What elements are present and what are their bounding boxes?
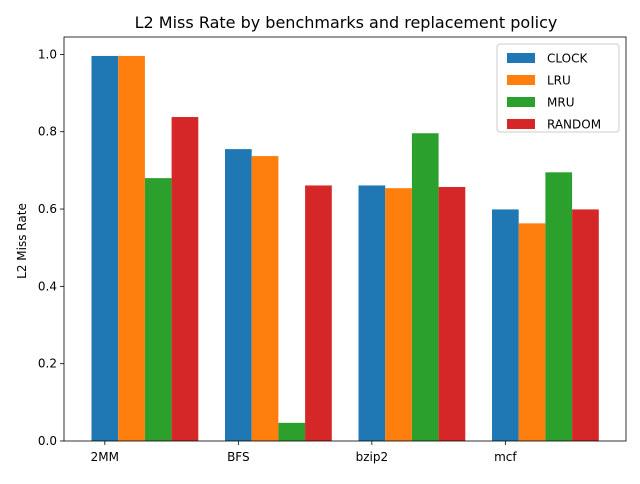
y-tick-label: 0.8 <box>38 125 57 139</box>
bar-clock-bzip2 <box>358 185 386 441</box>
axes-layer: 0.0 0.2 0.4 0.6 0.8 1.0 2MM BFS bzip2 mcf <box>38 36 627 464</box>
x-tick-label: bzip2 <box>356 450 389 464</box>
bars-layer <box>91 55 599 442</box>
y-axis-label: L2 Miss Rate <box>15 203 29 279</box>
y-tick-label: 0.4 <box>38 279 57 293</box>
legend-swatch-lru <box>507 75 535 85</box>
legend: CLOCK LRU MRU RANDOM <box>496 43 620 133</box>
bar-clock-bfs <box>225 149 252 441</box>
bar-clock-mcf <box>492 209 519 441</box>
bar-lru-bfs <box>251 156 279 442</box>
x-tick-label: mcf <box>494 450 517 464</box>
bar-lru-2mm <box>118 55 145 441</box>
bar-lru-bzip2 <box>385 188 412 441</box>
legend-swatch-mru <box>507 97 535 107</box>
bar-random-bzip2 <box>438 187 466 441</box>
y-tick-label: 0.2 <box>38 357 57 371</box>
bar-mru-2mm <box>144 178 172 441</box>
x-tick-label: 2MM <box>91 450 119 464</box>
legend-label-random: RANDOM <box>547 118 601 132</box>
bar-mru-bzip2 <box>411 133 439 442</box>
bar-random-bfs <box>305 185 332 441</box>
legend-swatch-clock <box>507 53 535 63</box>
bar-lru-mcf <box>518 223 546 441</box>
legend-label-lru: LRU <box>547 74 571 88</box>
x-tick-label: BFS <box>227 450 250 464</box>
bar-mru-mcf <box>545 172 573 441</box>
y-tick-label: 0.0 <box>38 434 57 448</box>
legend-label-mru: MRU <box>547 96 574 110</box>
legend-box <box>496 43 620 133</box>
bar-random-2mm <box>171 117 199 441</box>
bar-random-mcf <box>572 209 599 441</box>
bar-clock-2mm <box>91 55 119 441</box>
y-tick-label: 1.0 <box>38 47 57 61</box>
y-tick-label: 0.6 <box>38 202 57 216</box>
chart-title: L2 Miss Rate by benchmarks and replaceme… <box>135 13 558 32</box>
legend-label-clock: CLOCK <box>547 52 588 66</box>
legend-swatch-random <box>507 119 535 129</box>
bar-mru-bfs <box>278 422 306 441</box>
plot-frame <box>63 36 627 442</box>
